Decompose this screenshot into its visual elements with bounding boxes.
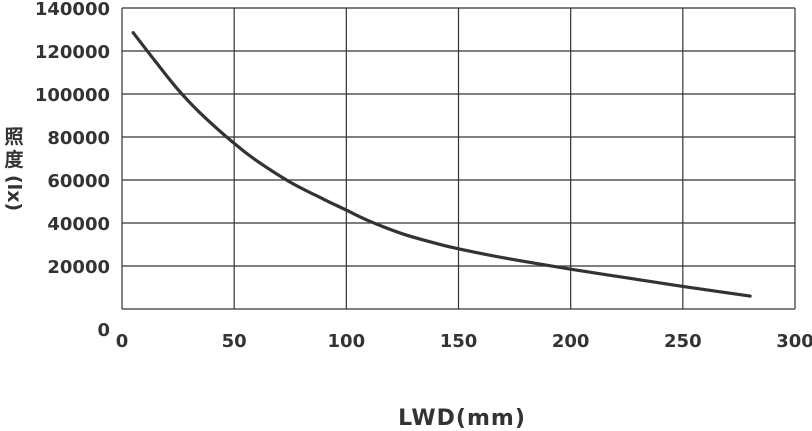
y-tick-labels: 0 20000 40000 60000 80000 100000 120000 140000 bbox=[35, 0, 110, 341]
y-tick-label: 20000 bbox=[47, 257, 110, 278]
grid bbox=[121, 7, 796, 310]
y-tick-label: 80000 bbox=[47, 128, 110, 149]
x-tick-label: 200 bbox=[552, 331, 590, 352]
y-tick-label: 140000 bbox=[35, 0, 110, 20]
series-line bbox=[131, 31, 752, 298]
series-layer bbox=[131, 31, 752, 298]
y-tick-label: 60000 bbox=[47, 171, 110, 192]
x-tick-label: 150 bbox=[440, 331, 478, 352]
y-tick-label: 120000 bbox=[35, 42, 110, 63]
y-tick-label: 100000 bbox=[35, 85, 110, 106]
x-tick-labels: 0 50 100 150 200 250 300 bbox=[116, 331, 812, 352]
x-axis-title: LWD(mm) bbox=[398, 406, 526, 431]
x-tick-label: 100 bbox=[328, 331, 366, 352]
x-tick-label: 250 bbox=[664, 331, 702, 352]
x-tick-label: 50 bbox=[222, 331, 247, 352]
y-tick-label: 0 bbox=[97, 320, 110, 341]
y-axis-title-unit: (lx) bbox=[3, 175, 25, 211]
y-axis-title: 照度 (lx) bbox=[3, 126, 25, 211]
x-tick-label: 300 bbox=[776, 331, 812, 352]
y-axis-title-char: 度 bbox=[4, 148, 24, 171]
x-tick-label: 0 bbox=[116, 331, 129, 352]
y-tick-label: 40000 bbox=[47, 214, 110, 235]
y-axis-title-char: 照 bbox=[4, 126, 23, 148]
